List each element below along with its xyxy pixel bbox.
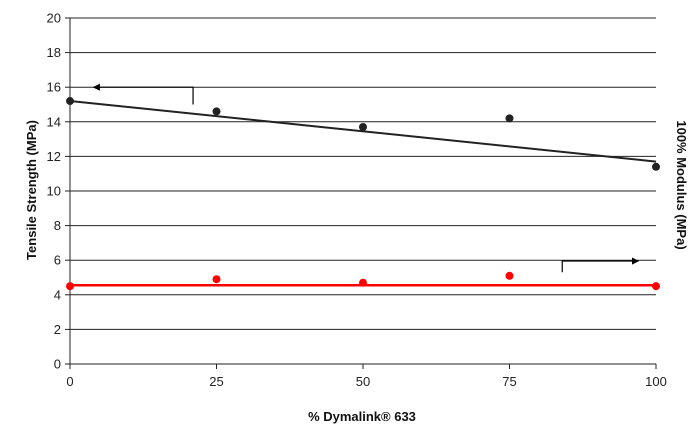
- data-points: [66, 97, 660, 291]
- tick-labels: 0 2 4 6 8 10 12 14 16 18 20 0 25 50 75 100: [47, 11, 667, 390]
- gridlines: [70, 17, 656, 330]
- y-tick-label: 20: [47, 11, 61, 26]
- x-tick-label: 0: [66, 374, 73, 389]
- arrow-left-to-left-axis: [92, 83, 194, 105]
- x-axis-title: % Dymalink® 633: [308, 409, 416, 424]
- x-tick-label: 50: [356, 374, 370, 389]
- arrow-right-to-right-axis: [561, 257, 640, 273]
- data-point-tensile-strength: [359, 122, 367, 131]
- data-point-modulus: [66, 282, 74, 291]
- data-point-modulus: [359, 278, 367, 287]
- x-tick-label: 25: [209, 374, 223, 389]
- data-point-tensile-strength: [505, 114, 514, 123]
- y-tick-label: 0: [54, 357, 61, 372]
- data-point-tensile-strength: [652, 162, 660, 171]
- y-tick-label: 14: [47, 114, 61, 129]
- y-tick-label: 2: [54, 322, 61, 337]
- y-tick-label: 12: [47, 149, 61, 164]
- y-tick-label: 4: [54, 287, 61, 302]
- data-point-tensile-strength: [66, 97, 74, 106]
- y-tick-label: 8: [54, 218, 61, 233]
- axes: [65, 17, 657, 369]
- trendline-tensile-strength: [69, 100, 657, 163]
- y-tick-label: 18: [47, 45, 61, 60]
- data-point-modulus: [212, 275, 221, 284]
- x-tick-label: 100: [645, 374, 667, 389]
- x-tick-label: 75: [502, 374, 516, 389]
- data-point-modulus: [505, 271, 514, 280]
- y-axis-title: Tensile Strength (MPa): [24, 120, 39, 260]
- y-tick-label: 16: [47, 80, 61, 95]
- y-tick-label: 10: [47, 184, 61, 199]
- data-point-tensile-strength: [212, 107, 221, 116]
- annotations: [92, 83, 640, 273]
- data-point-modulus: [652, 282, 660, 291]
- y2-axis-title: 100% Modulus (MPa): [674, 120, 689, 249]
- y-tick-label: 6: [54, 253, 61, 268]
